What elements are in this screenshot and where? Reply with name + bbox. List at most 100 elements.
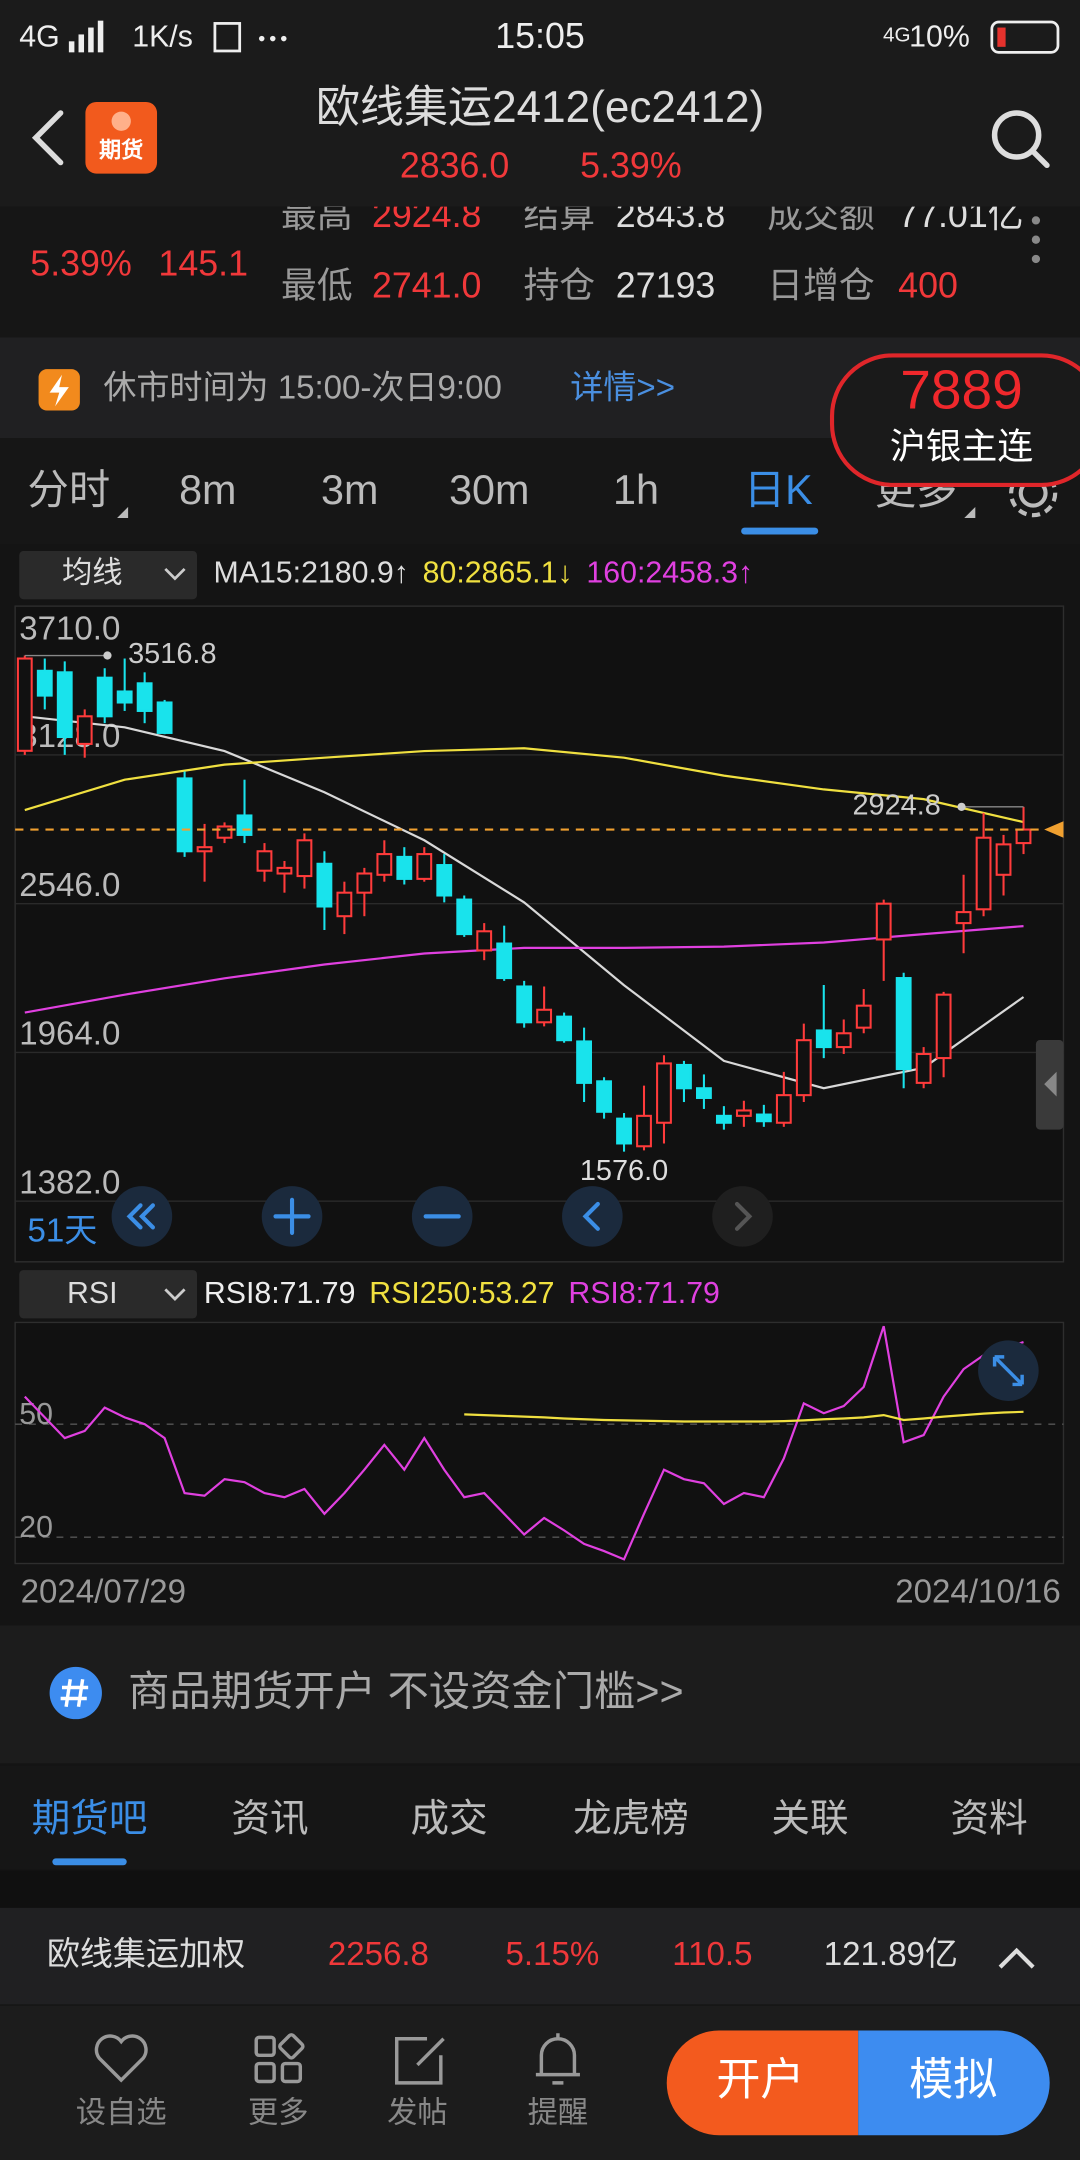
legend-item: MA15:2180.9↑ [214,556,409,589]
bottom-tab[interactable]: 龙虎榜 [573,1797,689,1840]
quote-value: 400 [898,265,958,305]
candle-body [596,1080,612,1113]
annotation-dot [957,802,966,811]
candle-body [516,985,533,1024]
rsi-line [24,1325,1024,1561]
header-change: 5.39% [580,146,682,186]
status-bar: 4G 1K/s 15:05 4G 10% [19,16,1060,56]
ma-line [24,715,1025,1090]
annotation-label: 3516.8 [128,638,216,670]
quote-value: 2924.8 [372,195,482,235]
ticker-expand[interactable] [998,1947,1035,1969]
legend-item: RSI8:71.79 [204,1277,356,1310]
nav-labels: 设自选 更多 发帖 提醒 [76,2096,588,2130]
candle-body [116,690,133,704]
candle-body [556,1015,573,1042]
period-tab[interactable]: 1h [613,467,659,513]
date-end: 2024/10/16 [895,1574,1060,1611]
candle-body [755,1113,772,1123]
kline-plot: 3710.03128.02546.01964.01382.03516.82924… [15,605,1064,1202]
icon [734,1201,753,1231]
ticker-amount: 121.89亿 [824,1936,958,1973]
period-tab[interactable]: 30m [449,467,529,513]
popup[interactable] [829,353,1080,487]
quote-value: 2741.0 [372,265,482,305]
banner-icon-mark [60,1678,89,1708]
candle-body [576,1040,593,1084]
ticker-bg [0,1907,1080,2005]
candle-body [156,701,173,734]
open-account-button[interactable] [666,2030,859,2136]
candle-body [96,676,113,718]
notice-link[interactable]: 详情>> [570,370,675,407]
candle-body [895,977,912,1071]
icon-fav[interactable] [94,2034,148,2083]
quote-label: 成交额 [767,195,874,235]
button-prev[interactable] [562,1186,623,1247]
bottom-tab[interactable]: 成交 [411,1797,488,1840]
candle-body [995,843,1012,876]
candle-body [336,891,353,918]
candle-body [935,993,952,1060]
candle-body [496,942,513,980]
last-price-marker [1044,821,1064,838]
bottom-tab[interactable]: 期货吧 [32,1797,148,1840]
ticker-change: 110.5 [672,1936,752,1973]
candle-body [196,846,213,853]
icon-post[interactable] [395,2037,445,2085]
y-tick-label: 1964.0 [19,1016,120,1053]
candle-body [1015,828,1032,845]
quote-label: 最低 [281,265,353,305]
bottom-tab[interactable]: 资讯 [231,1797,308,1840]
candle-body [256,850,273,872]
header-bg [0,0,1080,207]
candle-body [356,872,373,894]
quote-value: 2843.8 [616,195,726,235]
simulate-button[interactable] [858,2030,1050,2136]
button-label: 模拟 [909,2055,997,2104]
indicator-select[interactable] [19,551,197,600]
quote-more[interactable] [1031,216,1041,264]
indicator-select[interactable] [19,1270,197,1319]
rsi-legend: RSI8:71.79 RSI250:53.27 RSI8:71.79 [204,1277,720,1310]
period-tab[interactable]: 3m [321,467,378,513]
icon [138,1203,155,1230]
search-button[interactable] [991,110,1050,169]
candle-body [715,1114,732,1124]
nav-label[interactable]: 发帖 [387,2096,448,2130]
header-price: 2836.0 [400,146,510,186]
banner-bg[interactable] [0,1625,1080,1764]
notice-text: 休市时间为 15:00-次日9:00 [103,370,502,407]
candle-body [875,902,892,941]
network-right: 4G [883,23,911,46]
period-tab[interactable]: 分时 [28,467,111,513]
icon-more[interactable] [254,2033,305,2084]
bottom-tab[interactable]: 资料 [951,1797,1028,1840]
network: 4G [19,21,59,54]
candle-body [316,862,333,908]
candle-body [236,814,253,836]
candle-body [636,1114,652,1148]
candle-body [276,866,293,875]
period-tab[interactable]: 日K [744,467,813,513]
icon-alert[interactable] [535,2033,580,2085]
rsi-line [464,1410,1024,1423]
button-next[interactable] [712,1186,773,1247]
candle-body [815,1029,832,1049]
nav-label[interactable]: 设自选 [76,2096,167,2130]
period-tab[interactable]: 8m [179,467,236,513]
battery-icon [990,20,1060,54]
expand-button[interactable] [978,1340,1039,1401]
legend-item: 160:2458.3↑ [586,556,753,589]
candle-body [536,1008,553,1024]
back-button[interactable] [31,110,64,166]
nav-label[interactable]: 提醒 [528,2096,589,2130]
bottom-tab[interactable]: 关联 [771,1797,848,1840]
ticker-price: 2256.8 [328,1936,429,1973]
nav-label[interactable]: 更多 [248,2096,309,2130]
quote-change: 145.1 [158,243,248,283]
more-dots [258,35,287,42]
